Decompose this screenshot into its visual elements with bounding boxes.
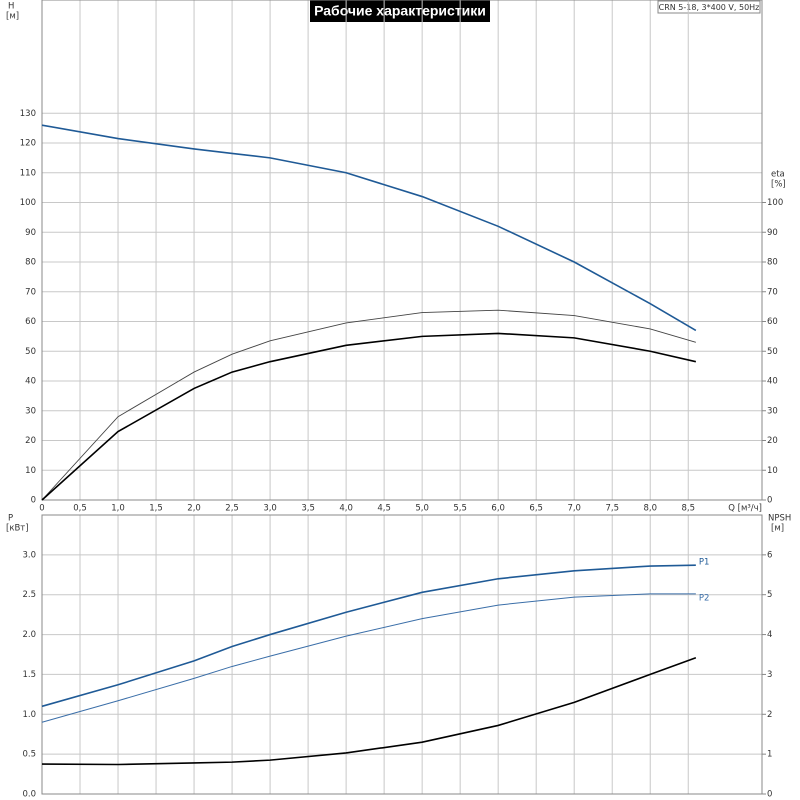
y2-tick-label: 30: [767, 406, 778, 416]
y-tick-label: 60: [25, 317, 36, 327]
y-label: H: [8, 2, 14, 12]
x-tick-label: 2,5: [225, 504, 239, 514]
x-tick-label: 7,0: [567, 504, 581, 514]
y2-tick-label: 80: [767, 258, 778, 268]
y2-tick-label: 5: [767, 590, 772, 600]
x-tick-label: 8,5: [681, 504, 695, 514]
x-tick-label: 7,5: [605, 504, 619, 514]
y-tick-label: 50: [25, 347, 36, 357]
y-tick-label: 1.0: [22, 710, 36, 720]
y2-label: NPSH: [768, 514, 791, 524]
x-tick-label: 1,5: [149, 504, 163, 514]
plot-frame: [41, 0, 763, 501]
series-line: [41, 656, 697, 766]
x-label: Q [м³/ч]: [728, 504, 762, 514]
y2-label: eta: [771, 170, 785, 180]
y-tick-label: 0: [31, 496, 36, 506]
x-tick-label: 5,0: [415, 504, 429, 514]
x-tick-label: 4,5: [377, 504, 391, 514]
x-tick-label: 5,5: [453, 504, 467, 514]
info-box: [657, 0, 761, 14]
x-tick-label: 6,0: [491, 504, 505, 514]
y2-tick-label: 100: [767, 198, 783, 208]
plot-frame: [41, 514, 763, 795]
x-tick-label: 3,0: [263, 504, 277, 514]
y-tick-label: 130: [20, 109, 36, 119]
y-label-unit: [кВт]: [6, 524, 29, 534]
y2-tick-label: 50: [767, 347, 778, 357]
y-tick-label: 80: [25, 258, 36, 268]
y-tick-label: 2.5: [22, 590, 36, 600]
y-tick-label: 0.0: [22, 790, 36, 800]
y2-tick-label: 6: [767, 550, 772, 560]
y2-tick-label: 0: [767, 496, 772, 506]
y2-tick-label: 1: [767, 750, 772, 760]
x-tick-label: 2,0: [187, 504, 201, 514]
y-tick-label: 0.5: [22, 750, 36, 760]
y-tick-label: 90: [25, 228, 36, 238]
y2-tick-label: 60: [767, 317, 778, 327]
series-label: P2: [699, 593, 710, 603]
y2-tick-label: 90: [767, 228, 778, 238]
y-tick-label: 70: [25, 287, 36, 297]
series-line: [41, 564, 696, 708]
y2-tick-label: 70: [767, 287, 778, 297]
y-tick-label: 20: [25, 436, 36, 446]
y2-tick-label: 40: [767, 377, 778, 387]
y2-tick-label: 0: [767, 790, 772, 800]
y-tick-label: 1.5: [22, 670, 36, 680]
y-tick-label: 100: [20, 198, 36, 208]
title-box: [310, 0, 490, 22]
pump-info: CRN 5-18, 3*400 V, 50Hz: [659, 3, 760, 12]
y-label: P: [8, 514, 13, 524]
y-tick-label: 40: [25, 377, 36, 387]
series-line: [41, 332, 697, 501]
x-tick-label: 8,0: [643, 504, 657, 514]
y2-label-unit: [м]: [771, 524, 784, 534]
x-tick-label: 6,5: [529, 504, 543, 514]
series-line: [41, 593, 696, 723]
x-tick-label: 0,5: [73, 504, 87, 514]
series-line: [41, 309, 696, 501]
y-tick-label: 110: [20, 168, 36, 178]
x-tick-label: 3,5: [301, 504, 315, 514]
y2-label-unit: [%]: [771, 180, 786, 190]
x-tick-label: 4,0: [339, 504, 353, 514]
y2-tick-label: 20: [767, 436, 778, 446]
y-tick-label: 3.0: [22, 550, 36, 560]
x-tick-label: 0: [39, 504, 44, 514]
x-tick-label: 1,0: [111, 504, 125, 514]
y2-tick-label: 10: [767, 466, 778, 476]
y2-tick-label: 2: [767, 710, 772, 720]
y-label-unit: [м]: [6, 12, 19, 22]
y-tick-label: 120: [20, 139, 36, 149]
chart-title: Рабочие характеристики: [314, 3, 486, 19]
series-label: P1: [699, 558, 710, 568]
series-line: [41, 124, 697, 332]
y2-tick-label: 3: [767, 670, 772, 680]
y2-tick-label: 4: [767, 630, 772, 640]
y-tick-label: 10: [25, 466, 36, 476]
y-tick-label: 30: [25, 406, 36, 416]
y-tick-label: 2.0: [22, 630, 36, 640]
